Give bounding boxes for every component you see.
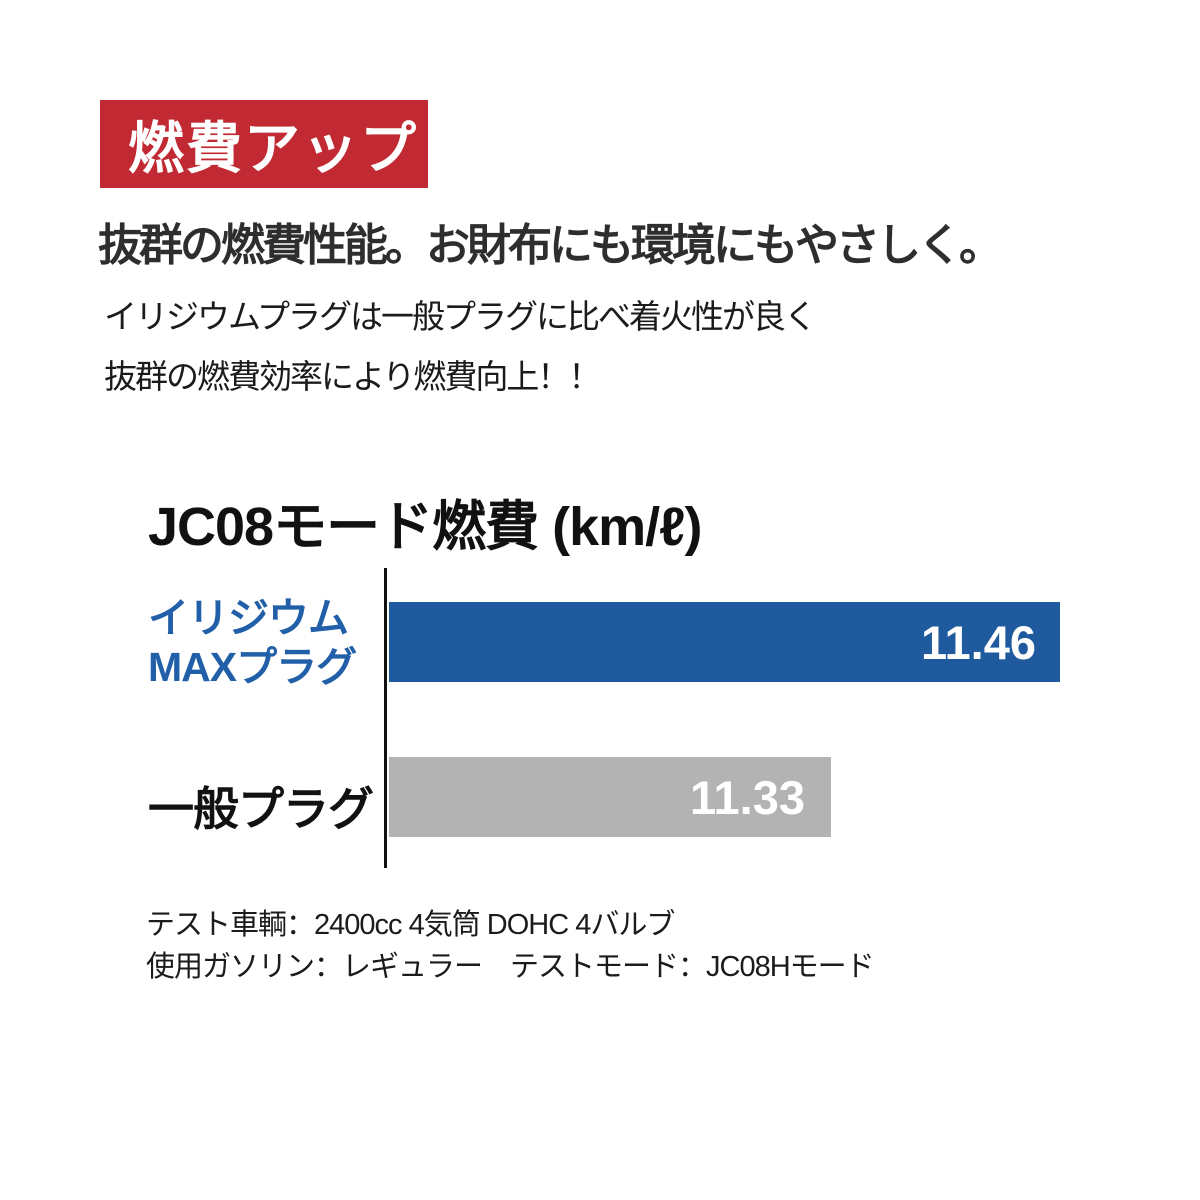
description-line-2: 抜群の燃費効率により燃費向上！！ xyxy=(104,358,601,395)
footnote-line-1: テスト車輌：2400cc 4気筒 DOHC 4バルブ xyxy=(146,909,675,941)
description-line-1: イリジウムプラグは一般プラグに比べ着火性が良く xyxy=(104,298,817,335)
chart-title: JC08モード燃費 (km/ℓ) xyxy=(148,497,703,557)
bar-label-iridium-max: イリジウム MAXプラグ xyxy=(148,594,357,692)
headline: 抜群の燃費性能。お財布にも環境にもやさしく。 xyxy=(98,221,1003,270)
chart-axis-line xyxy=(384,568,387,868)
bar-normal-plug: 11.33 xyxy=(389,757,831,837)
bar-iridium-max: 11.46 xyxy=(389,602,1060,682)
bar-label-normal-plug: 一般プラグ xyxy=(148,783,374,835)
bar-value-iridium-max: 11.46 xyxy=(920,615,1036,669)
bar-label-iridium-line-2: MAXプラグ xyxy=(148,644,357,690)
footnote-line-2: 使用ガソリン：レギュラー テストモード：JC08Hモード xyxy=(146,951,875,983)
fuel-up-badge-label: 燃費アップ xyxy=(128,116,418,180)
fuel-up-badge: 燃費アップ xyxy=(100,100,428,188)
bar-value-normal-plug: 11.33 xyxy=(689,770,805,824)
bar-label-iridium-line-1: イリジウム xyxy=(148,595,349,641)
